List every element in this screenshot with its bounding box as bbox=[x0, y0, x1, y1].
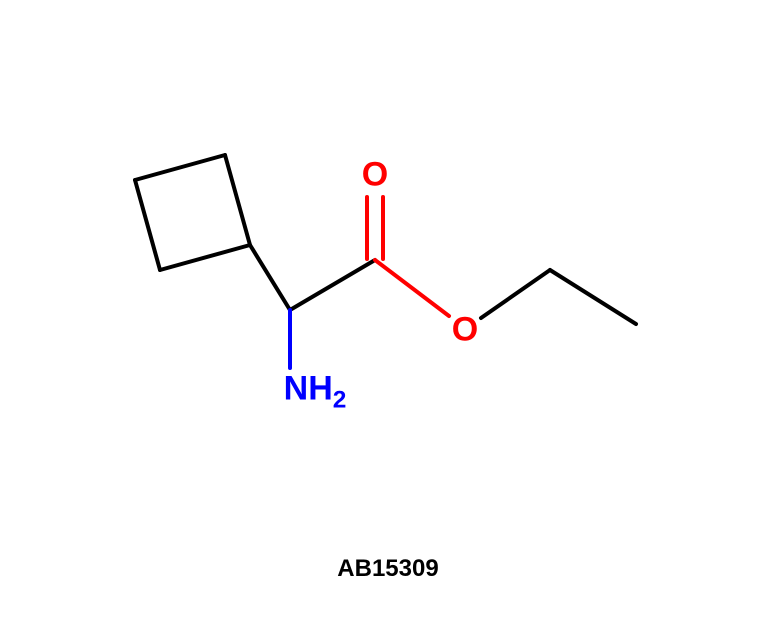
atom-O_dbl: O bbox=[362, 156, 388, 195]
compound-id-label: AB15309 bbox=[0, 555, 776, 583]
molecule-canvas: O O NH2 AB15309 bbox=[0, 0, 776, 631]
atom-O_sgl: O bbox=[452, 311, 478, 350]
bond-layer bbox=[0, 0, 776, 631]
atom-NH2: NH2 bbox=[284, 370, 347, 415]
